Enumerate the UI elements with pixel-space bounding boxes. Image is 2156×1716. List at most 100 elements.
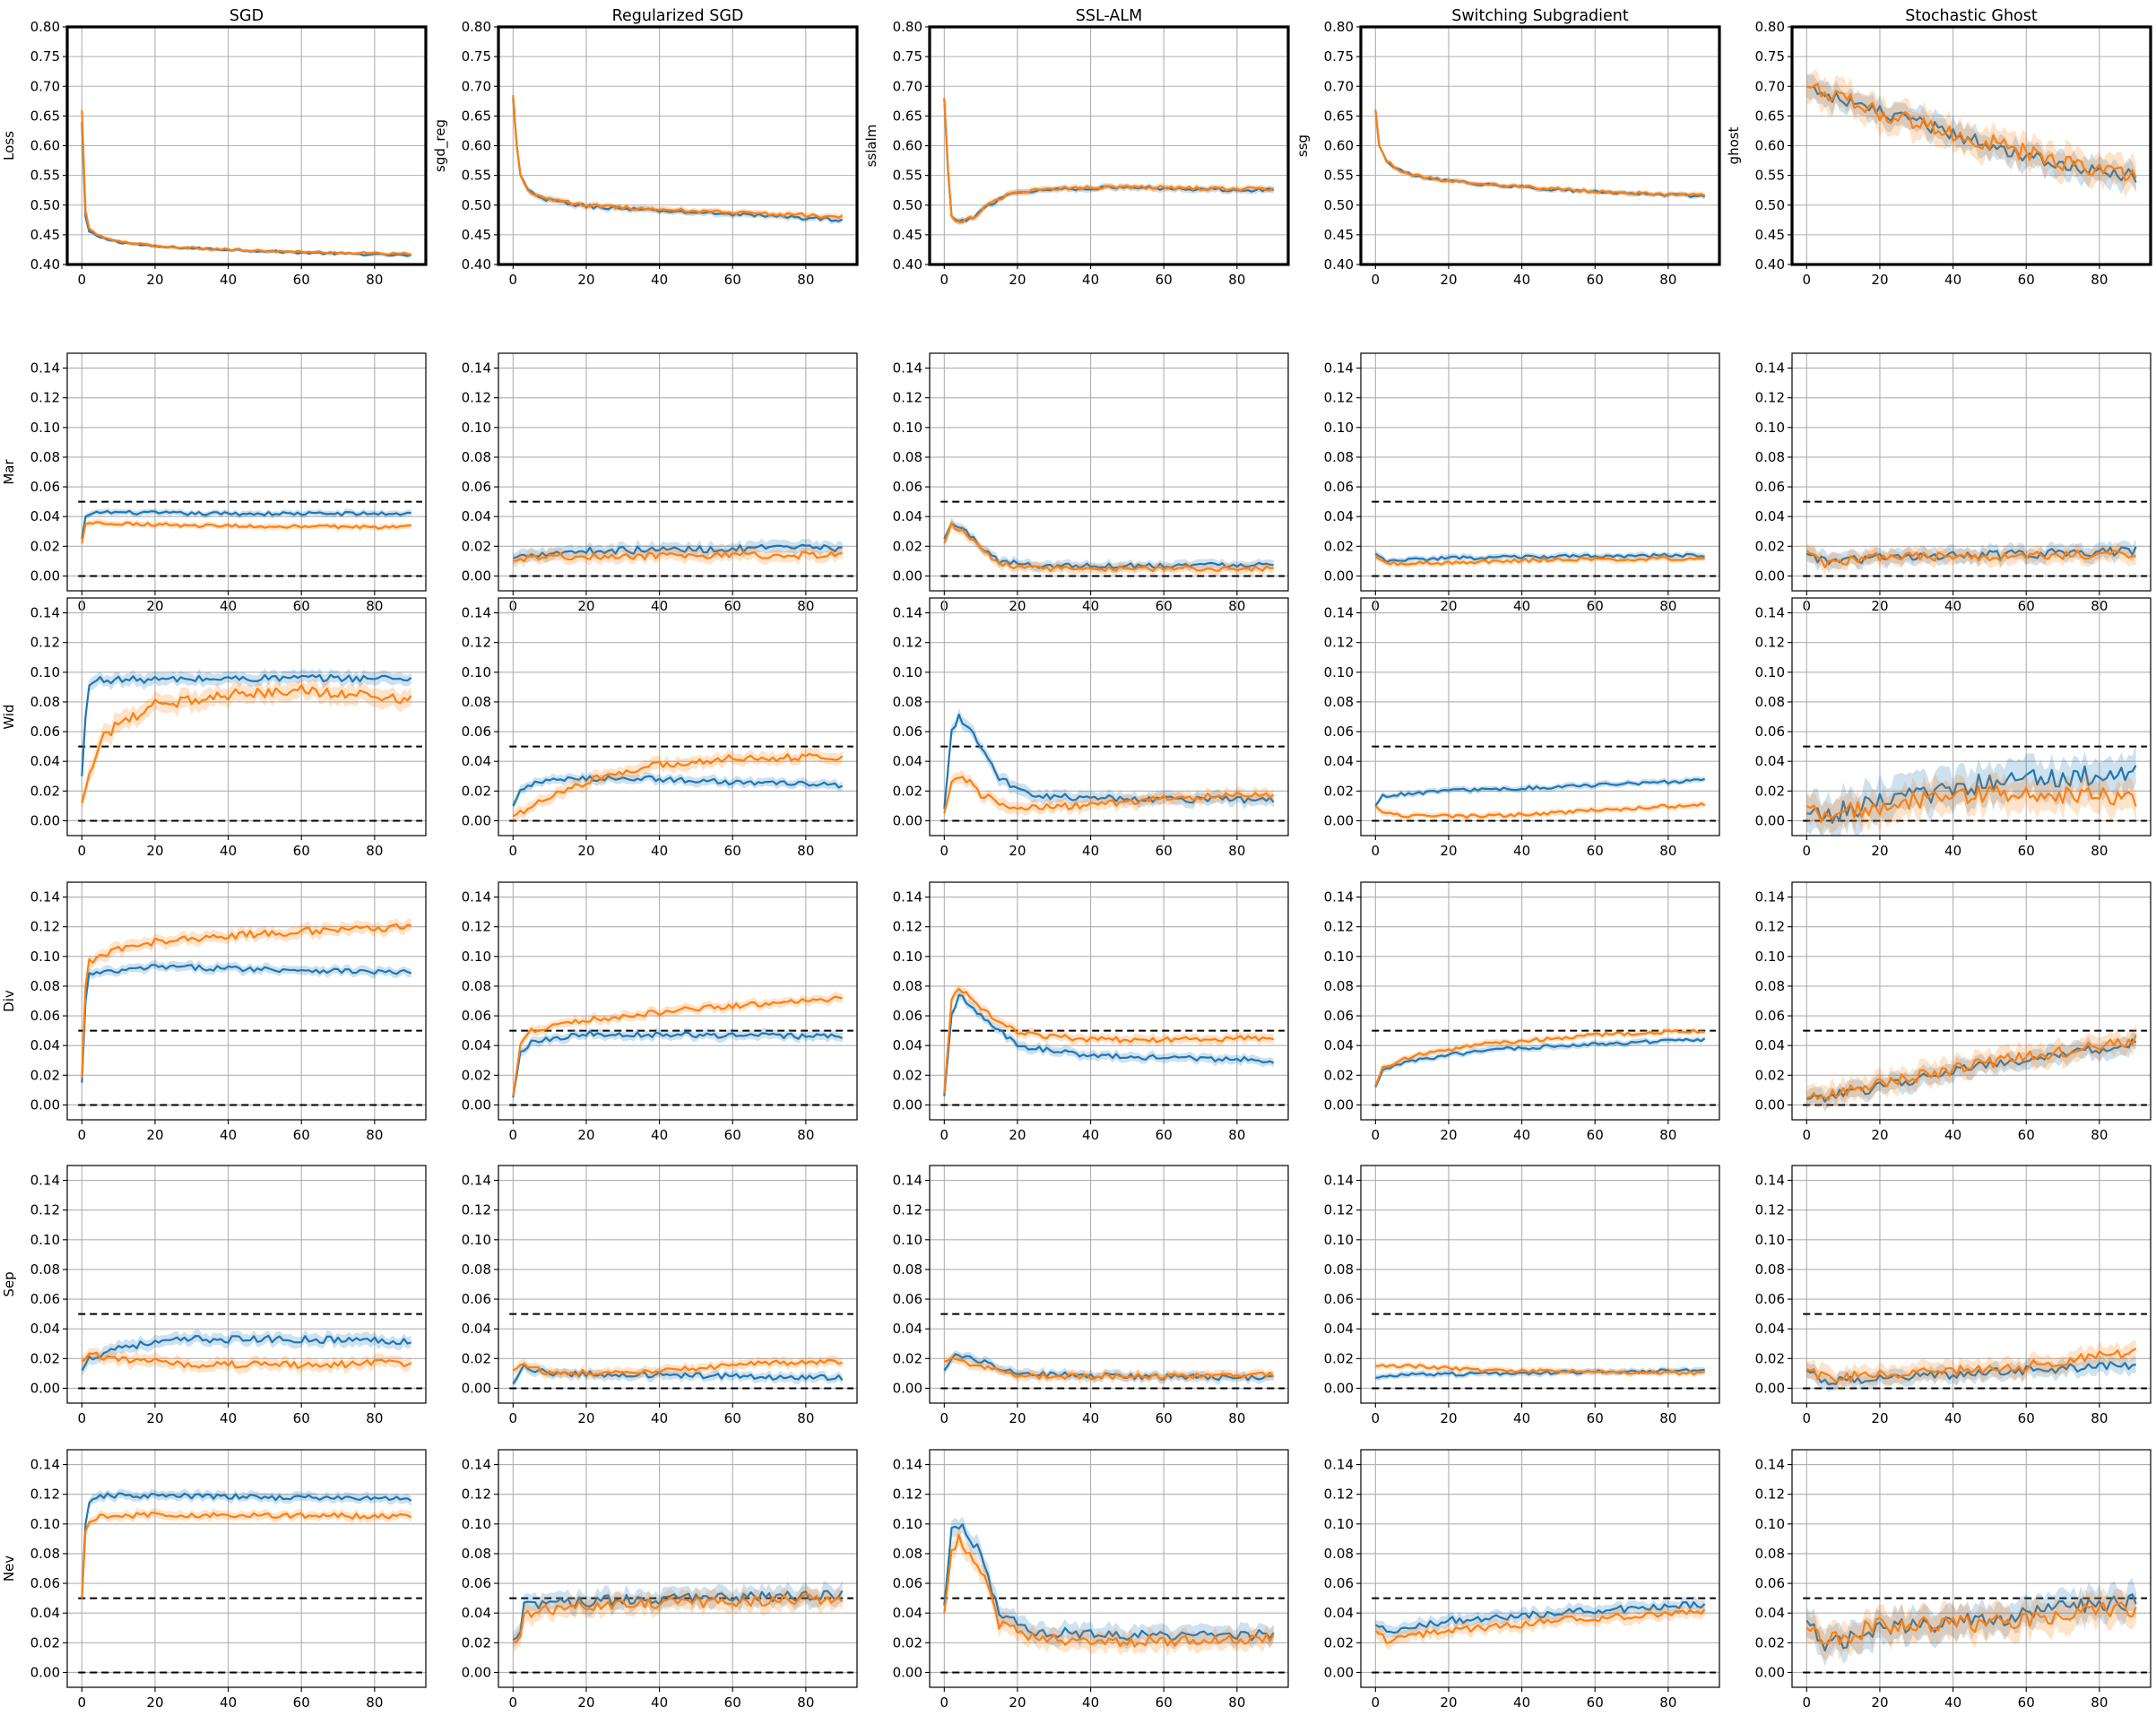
x-tick-label: 80 bbox=[2091, 1127, 2108, 1143]
series-blue-line bbox=[512, 1030, 844, 1098]
panel-mar-3: 0.000.020.040.060.080.100.120.140 20 40 60 8… bbox=[1324, 352, 1720, 614]
x-tick-label: 60 bbox=[1156, 272, 1173, 288]
x-tick-label: 80 bbox=[1659, 843, 1676, 859]
y-tick-label: 0.02 bbox=[462, 1350, 491, 1366]
x-tick-label: 40 bbox=[220, 843, 237, 859]
y-tick-label: 0.70 bbox=[1324, 78, 1354, 94]
y-axis-label: Nev bbox=[1, 1556, 17, 1582]
series-orange-band bbox=[82, 1507, 411, 1603]
y-axis-label: ghost bbox=[1726, 126, 1742, 164]
y-tick-label: 0.10 bbox=[1755, 1516, 1785, 1532]
axes-frame bbox=[66, 881, 427, 1121]
x-tick-label: 60 bbox=[293, 272, 310, 288]
x-tick-label: 0 bbox=[1372, 1410, 1381, 1426]
axes-frame bbox=[66, 597, 427, 836]
x-tick-label: 60 bbox=[1587, 1410, 1604, 1426]
series-blue-band bbox=[82, 119, 411, 258]
axes-frame bbox=[1359, 25, 1721, 266]
panel-wid-0: 0.00 0.02 0.04 0.06 0.08 0.10 0.12 0.14 0 20 40 60 8… bbox=[1, 597, 427, 859]
y-tick-label: 0.45 bbox=[1324, 227, 1354, 243]
series-orange-band bbox=[1375, 1604, 1705, 1650]
y-tick-label: 0.70 bbox=[30, 78, 60, 94]
x-tick-label: 60 bbox=[293, 1694, 310, 1711]
series-blue-line bbox=[81, 1334, 411, 1372]
series-blue-line bbox=[1374, 1037, 1706, 1088]
axes-frame bbox=[929, 1165, 1289, 1404]
x-tick-label: 80 bbox=[2091, 1694, 2108, 1711]
y-tick-label: 0.12 bbox=[1755, 1202, 1785, 1218]
y-tick-label: 0.02 bbox=[30, 1634, 60, 1651]
y-tick-label: 0.08 bbox=[30, 1261, 60, 1278]
series-blue-band bbox=[944, 707, 1274, 815]
y-tick-label: 0.06 bbox=[1324, 1008, 1354, 1024]
y-tick-label: 0.12 bbox=[893, 1486, 922, 1503]
y-tick-label: 0.02 bbox=[1755, 1067, 1785, 1083]
panel-mar-4: 0.000.020.040.060.080.100.120.140 20 40 60 8… bbox=[1755, 352, 2152, 614]
series-orange-band bbox=[513, 546, 843, 568]
x-tick-label: 20 bbox=[577, 1127, 594, 1143]
y-tick-label: 0.04 bbox=[1755, 508, 1785, 524]
y-tick-label: 0.00 bbox=[1324, 1096, 1354, 1113]
y-tick-label: 0.14 bbox=[1755, 1173, 1785, 1189]
y-tick-label: 0.14 bbox=[462, 1457, 491, 1473]
x-tick-label: 60 bbox=[1156, 1694, 1173, 1711]
series-blue-band bbox=[944, 1516, 1274, 1650]
y-tick-label: 0.14 bbox=[30, 1173, 60, 1189]
series-orange-line bbox=[81, 684, 412, 803]
y-tick-label: 0.06 bbox=[893, 1291, 922, 1307]
y-tick-label: 0.04 bbox=[1324, 508, 1354, 524]
y-tick-label: 0.14 bbox=[1324, 360, 1354, 377]
y-tick-label: 0.04 bbox=[1324, 1037, 1354, 1053]
x-tick-label: 20 bbox=[146, 1694, 163, 1711]
x-tick-label: 40 bbox=[1082, 1410, 1099, 1426]
series-orange-band bbox=[82, 676, 411, 811]
y-tick-label: 0.06 bbox=[30, 724, 60, 740]
x-tick-label: 60 bbox=[1587, 272, 1604, 288]
y-tick-label: 0.10 bbox=[462, 664, 491, 680]
axes-frame bbox=[1360, 597, 1720, 836]
y-tick-label: 0.06 bbox=[462, 479, 491, 495]
x-tick-label: 40 bbox=[220, 1410, 237, 1426]
x-tick-label: 0 bbox=[1372, 1694, 1381, 1711]
x-tick-label: 0 bbox=[940, 272, 949, 288]
y-tick-label: 0.00 bbox=[462, 1380, 491, 1396]
y-tick-label: 0.02 bbox=[1324, 783, 1354, 799]
x-tick-label: 40 bbox=[1082, 843, 1099, 859]
y-tick-label: 0.50 bbox=[1324, 197, 1354, 213]
series-blue-line bbox=[1374, 109, 1706, 198]
y-tick-label: 0.08 bbox=[30, 978, 60, 994]
x-tick-label: 80 bbox=[1228, 1410, 1245, 1426]
y-tick-label: 0.14 bbox=[462, 360, 491, 377]
series-orange-line bbox=[943, 98, 1275, 224]
series-blue-band bbox=[513, 1027, 843, 1102]
y-tick-label: 0.02 bbox=[1324, 538, 1354, 554]
x-tick-label: 60 bbox=[1587, 843, 1604, 859]
series-blue-band bbox=[82, 507, 411, 542]
x-tick-label: 0 bbox=[78, 843, 87, 859]
axes-frame bbox=[66, 352, 427, 592]
series-orange-line bbox=[1374, 1028, 1705, 1087]
y-tick-label: 0.08 bbox=[1755, 449, 1785, 465]
series-blue-line bbox=[81, 509, 411, 540]
y-tick-label: 0.02 bbox=[893, 1067, 922, 1083]
y-tick-label: 0.04 bbox=[893, 753, 922, 769]
panel-sep-4: 0.00 0.02 0.04 0.06 0.08 0.10 0.12 0.14 0 20 40 60 8… bbox=[1755, 1165, 2152, 1426]
y-tick-label: 0.65 bbox=[1755, 108, 1785, 124]
y-tick-label: 0.65 bbox=[462, 108, 491, 124]
y-tick-label: 0.06 bbox=[30, 1575, 60, 1591]
y-tick-label: 0.10 bbox=[1755, 664, 1785, 680]
series-blue-line bbox=[81, 1492, 412, 1599]
x-tick-label: 40 bbox=[651, 1127, 668, 1143]
y-tick-label: 0.02 bbox=[893, 1350, 922, 1366]
y-tick-label: 0.02 bbox=[1755, 1350, 1785, 1366]
y-tick-label: 0.14 bbox=[1324, 1173, 1354, 1189]
x-tick-label: 80 bbox=[797, 1127, 814, 1143]
x-tick-label: 20 bbox=[1440, 272, 1457, 288]
series-orange-line bbox=[1805, 549, 2136, 569]
x-tick-label: 40 bbox=[220, 272, 237, 288]
x-tick-label: 60 bbox=[2018, 843, 2035, 859]
x-tick-label: 20 bbox=[577, 272, 594, 288]
series-orange-band bbox=[82, 918, 411, 1084]
y-tick-label: 0.10 bbox=[893, 664, 922, 680]
